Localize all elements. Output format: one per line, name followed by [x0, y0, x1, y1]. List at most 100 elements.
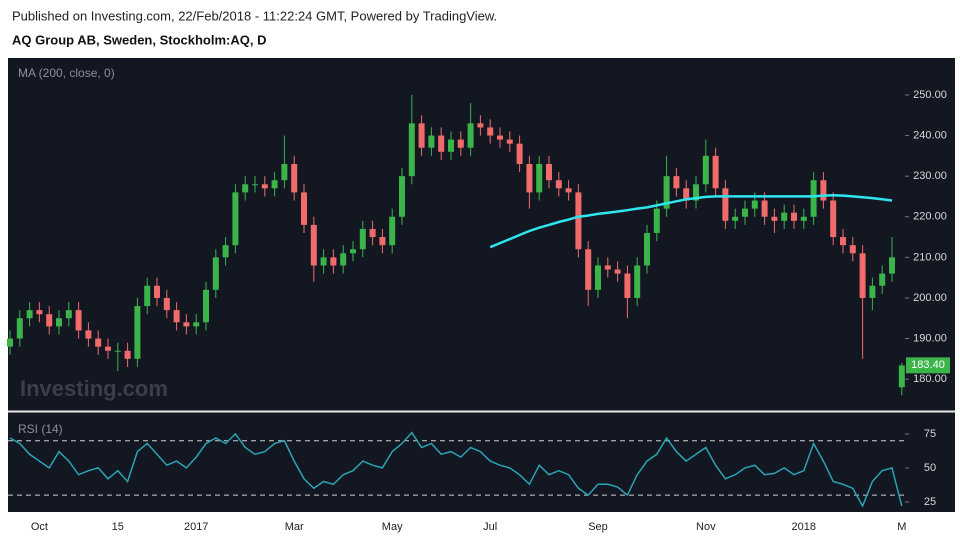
- candle-body: [614, 269, 621, 274]
- y-tick-label: 190.00: [913, 332, 947, 344]
- candle-body: [212, 257, 219, 290]
- candle-body: [546, 163, 552, 181]
- ma-label: MA (200, close, 0): [18, 66, 115, 80]
- y-tick-label: 220.00: [913, 211, 947, 223]
- candle-body: [448, 139, 454, 152]
- candle-body: [722, 188, 729, 221]
- chart-background: [8, 58, 955, 512]
- candle-body: [65, 310, 72, 319]
- candle-body: [252, 184, 258, 186]
- x-tick-label: 15: [112, 521, 124, 533]
- candle-body: [320, 257, 327, 266]
- y-tick-label: 25: [924, 496, 936, 508]
- candle-body: [742, 208, 748, 217]
- candle-body: [340, 253, 347, 266]
- candle-body: [693, 184, 699, 201]
- x-tick-label: May: [382, 521, 403, 533]
- last-price-box: [906, 357, 950, 374]
- candle-body: [898, 365, 905, 388]
- candle-body: [497, 135, 503, 140]
- candle-body: [575, 192, 582, 250]
- candle-body: [536, 163, 543, 193]
- candle-body: [46, 314, 53, 327]
- candle-body: [506, 139, 513, 144]
- candle-body: [859, 253, 866, 298]
- candle-body: [516, 143, 523, 164]
- rsi-label: RSI (14): [18, 422, 63, 436]
- candle-body: [869, 285, 876, 298]
- x-tick-label: Nov: [696, 521, 716, 533]
- candle-body: [585, 249, 592, 290]
- candle-body: [281, 163, 288, 181]
- candle-body: [849, 245, 856, 254]
- y-tick-label: 240.00: [913, 129, 947, 141]
- candle-body: [604, 265, 611, 270]
- candle-body: [634, 265, 641, 298]
- candle-body: [134, 306, 141, 359]
- candle-body: [712, 155, 719, 189]
- x-tick-label: Oct: [31, 521, 48, 533]
- candle-body: [369, 228, 376, 238]
- candle-body: [467, 123, 474, 148]
- candle-body: [163, 297, 170, 311]
- x-tick-label: 2017: [184, 521, 208, 533]
- candle-body: [183, 322, 190, 327]
- candle-body: [428, 135, 435, 148]
- candle-body: [389, 216, 396, 246]
- candle-body: [751, 200, 758, 209]
- candle-body: [271, 180, 278, 189]
- candle-body: [438, 135, 445, 152]
- y-tick-label: 250.00: [913, 89, 947, 101]
- y-tick-label: 210.00: [913, 251, 947, 263]
- candle-body: [526, 163, 533, 193]
- candle-body: [7, 338, 13, 347]
- symbol-line: AQ Group AB, Sweden, Stockholm:AQ, D: [12, 32, 266, 47]
- candle-body: [105, 346, 111, 351]
- candle-body: [702, 155, 709, 185]
- candle-body: [16, 318, 23, 339]
- candle-body: [36, 310, 43, 315]
- candle-body: [418, 123, 425, 148]
- candle-body: [222, 245, 229, 258]
- candle-body: [408, 123, 415, 177]
- candle-body: [673, 176, 680, 189]
- candle-body: [26, 310, 33, 319]
- candle-body: [203, 289, 209, 323]
- candle-body: [830, 200, 837, 238]
- publish-line: Published on Investing.com, 22/Feb/2018 …: [12, 8, 497, 23]
- candle-body: [732, 216, 739, 221]
- watermark: Investing.com: [20, 376, 168, 401]
- candle-body: [359, 228, 366, 250]
- candle-body: [555, 180, 562, 189]
- candle-body: [75, 310, 82, 331]
- candle-body: [193, 322, 200, 327]
- last-price-label: 183.40: [911, 359, 945, 371]
- x-tick-label: 2018: [792, 521, 816, 533]
- y-tick-label: 75: [924, 428, 936, 440]
- candle-body: [565, 188, 572, 193]
- candle-body: [350, 249, 356, 254]
- candle-body: [261, 184, 268, 189]
- candle-body: [56, 318, 62, 327]
- candle-body: [820, 180, 827, 201]
- candle-body: [889, 257, 895, 274]
- candle-body: [624, 273, 631, 298]
- candle-body: [85, 330, 92, 339]
- candle-body: [379, 237, 386, 246]
- candle-body: [663, 176, 670, 209]
- candle-body: [154, 285, 160, 298]
- candle-body: [771, 216, 778, 221]
- candle-body: [310, 224, 317, 266]
- y-tick-label: 180.00: [913, 373, 947, 385]
- x-tick-label: M: [897, 521, 906, 533]
- candle-body: [840, 237, 846, 246]
- x-tick-label: Mar: [285, 521, 304, 533]
- candle-body: [761, 200, 768, 217]
- candle-body: [457, 139, 464, 148]
- candle-body: [114, 350, 121, 352]
- x-tick-label: Sep: [588, 521, 608, 533]
- candle-body: [173, 310, 180, 323]
- candle-body: [301, 192, 307, 225]
